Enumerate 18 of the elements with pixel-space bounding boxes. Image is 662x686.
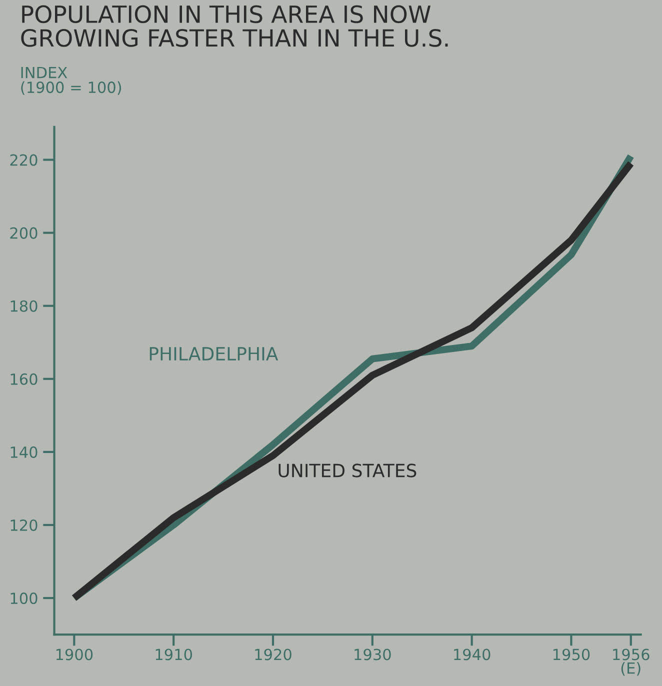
x-tick-label: 1956 (E)	[613, 648, 650, 676]
x-tick-label: 1900	[56, 648, 93, 660]
y-tick-label: 140	[10, 446, 38, 458]
x-tick-label: 1950	[553, 648, 590, 660]
x-tick-label: 1940	[454, 648, 490, 660]
x-tick-label: 1910	[156, 648, 192, 660]
y-tick-label: 160	[10, 373, 38, 385]
series-label: UNITED STATES	[278, 464, 416, 478]
text: PHILADELPHIA	[150, 347, 278, 360]
y-tick-label: 100	[10, 592, 38, 604]
y-tick-label: 220	[10, 154, 38, 166]
y-tick-label: 180	[10, 300, 38, 312]
x-tick-label: 1930	[354, 648, 391, 660]
chart-title: POPULATION IN THIS AREA IS NOW GROWING FASTER THAN IN THE U.S.	[21, 5, 448, 47]
y-axis-title: INDEX (1900 = 100)	[21, 66, 122, 95]
y-tick-label: 200	[10, 227, 38, 239]
x-tick-label: 1920	[255, 648, 292, 660]
y-tick-label: 120	[10, 519, 38, 532]
